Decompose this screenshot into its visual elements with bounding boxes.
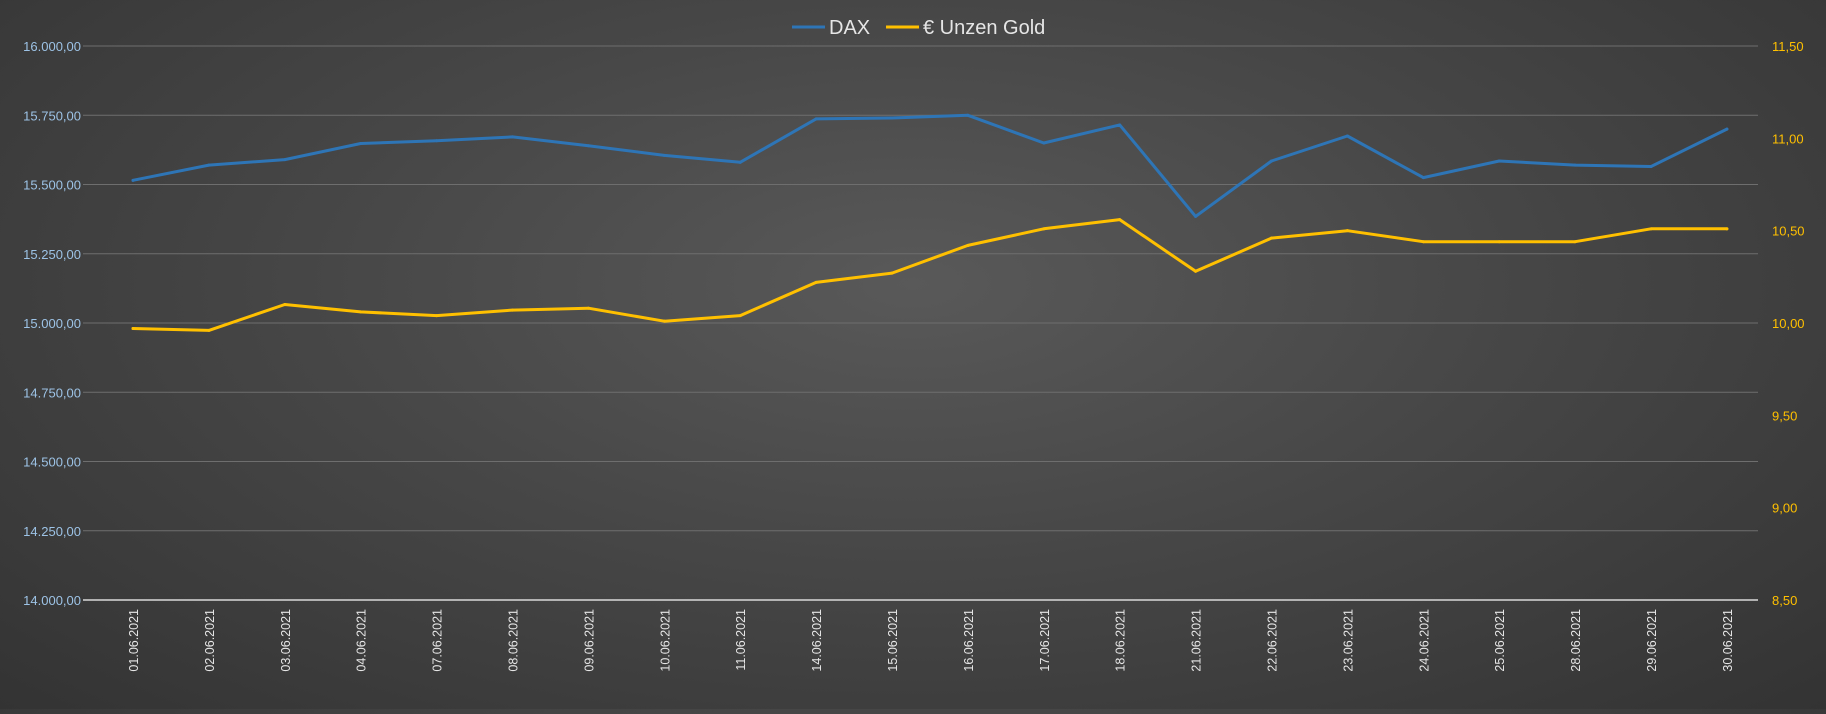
data-point xyxy=(131,327,135,331)
data-point xyxy=(966,243,970,247)
x-axis-tick-label: 25.06.2021 xyxy=(1493,609,1507,672)
x-axis-tick-label: 11.06.2021 xyxy=(734,609,748,671)
right-axis-tick-label: 8,50 xyxy=(1772,593,1797,608)
left-axis-tick-label: 15.500,00 xyxy=(23,178,81,193)
data-point xyxy=(435,314,439,318)
data-point xyxy=(1345,229,1349,233)
data-point xyxy=(1421,240,1425,244)
left-axis-tick-label: 14.250,00 xyxy=(23,524,81,539)
data-point xyxy=(662,153,666,157)
x-axis-tick-label: 02.06.2021 xyxy=(203,609,217,672)
data-point xyxy=(966,113,970,117)
right-axis-tick-label: 9,00 xyxy=(1772,501,1797,516)
x-axis-tick-label: 30.06.2021 xyxy=(1721,609,1735,672)
x-axis-tick-label: 22.06.2021 xyxy=(1266,609,1280,672)
series-lines xyxy=(131,113,1729,332)
data-point xyxy=(207,328,211,332)
data-point xyxy=(1345,134,1349,138)
data-point xyxy=(359,142,363,146)
legend-label: € Unzen Gold xyxy=(923,17,1045,39)
left-axis-tick-label: 14.750,00 xyxy=(23,385,81,400)
x-axis-tick-label: 17.06.2021 xyxy=(1038,609,1052,672)
data-point xyxy=(1725,127,1729,131)
data-point xyxy=(283,303,287,307)
data-point xyxy=(435,139,439,143)
x-axis-tick-label: 08.06.2021 xyxy=(507,609,521,672)
x-axis-tick-label: 23.06.2021 xyxy=(1341,609,1355,672)
data-point xyxy=(1725,227,1729,231)
left-axis-tick-label: 14.000,00 xyxy=(23,593,81,608)
right-axis-tick-label: 11,00 xyxy=(1772,131,1804,146)
data-point xyxy=(738,314,742,318)
data-point xyxy=(1042,227,1046,231)
data-point xyxy=(283,158,287,162)
x-axis-tick-label: 07.06.2021 xyxy=(431,609,445,672)
left-axis-tick-label: 16.000,00 xyxy=(23,39,81,54)
data-point xyxy=(586,144,590,148)
x-axis-tick-label: 21.06.2021 xyxy=(1190,609,1204,672)
data-point xyxy=(1270,159,1273,163)
data-point xyxy=(1194,269,1198,273)
left-axis-tick-label: 15.750,00 xyxy=(23,108,81,123)
data-point xyxy=(890,116,894,120)
data-point xyxy=(662,319,666,323)
data-point xyxy=(1649,164,1653,168)
data-point xyxy=(1118,218,1122,222)
legend: DAX € Unzen Gold xyxy=(792,17,1045,39)
x-axis-tick-label: 09.06.2021 xyxy=(582,609,596,672)
x-axis-tick-label: 04.06.2021 xyxy=(355,609,369,672)
data-point xyxy=(814,117,818,121)
x-axis-tick-label: 18.06.2021 xyxy=(1114,609,1128,672)
gridlines xyxy=(83,45,1758,532)
data-point xyxy=(738,160,742,164)
axes: 14.000,00 14.250,00 14.500,00 14.750,00 15.0… xyxy=(23,39,1804,672)
x-axis-tick-label: 01.06.2021 xyxy=(127,609,141,672)
series-line-unzen-gold xyxy=(131,218,1729,332)
x-axis-tick-label: 28.06.2021 xyxy=(1569,609,1583,672)
right-axis-tick-label: 10,50 xyxy=(1772,224,1805,239)
data-point xyxy=(1573,163,1577,167)
left-axis-tick-label: 15.000,00 xyxy=(23,316,81,331)
left-axis-tick-label: 15.250,00 xyxy=(23,247,81,262)
x-axis-tick-label: 03.06.2021 xyxy=(279,609,293,672)
data-point xyxy=(207,163,211,167)
right-axis-tick-label: 9,50 xyxy=(1772,408,1797,423)
left-axis-tick-label: 14.500,00 xyxy=(23,455,81,470)
x-axis-tick-label: 10.06.2021 xyxy=(658,609,672,672)
x-axis-tick-label: 16.06.2021 xyxy=(962,609,976,672)
x-axis-tick-label: 29.06.2021 xyxy=(1645,609,1659,672)
data-point xyxy=(890,271,894,275)
data-point xyxy=(359,310,363,314)
series-line-dax xyxy=(131,113,1729,218)
data-point xyxy=(131,178,135,182)
x-axis-tick-label: 15.06.2021 xyxy=(886,609,900,672)
x-axis-tick-label: 14.06.2021 xyxy=(810,609,824,672)
x-axis-tick-label: 24.06.2021 xyxy=(1417,609,1431,672)
data-point xyxy=(511,135,514,139)
right-axis-tick-label: 10,00 xyxy=(1772,316,1805,331)
data-point xyxy=(1497,159,1501,163)
data-point xyxy=(1497,240,1501,244)
data-point xyxy=(1270,236,1273,240)
data-point xyxy=(1194,214,1198,218)
data-point xyxy=(814,280,818,284)
legend-label: DAX xyxy=(829,17,870,39)
data-point xyxy=(511,308,514,312)
data-point xyxy=(1421,176,1425,180)
data-point xyxy=(1118,123,1122,127)
data-point xyxy=(1573,240,1577,244)
right-axis-tick-label: 11,50 xyxy=(1772,39,1804,54)
data-point xyxy=(1042,141,1046,145)
data-point xyxy=(586,306,590,310)
data-point xyxy=(1649,227,1653,231)
